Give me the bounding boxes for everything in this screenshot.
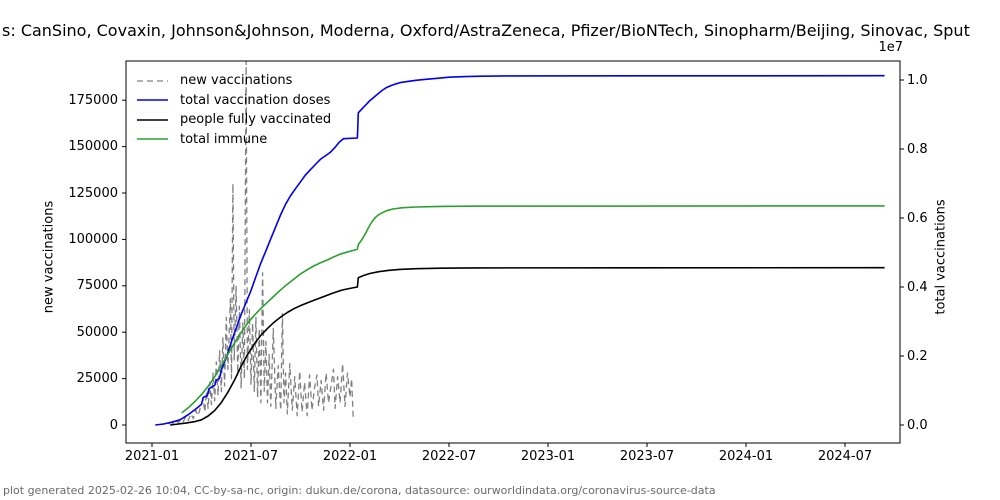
right-y-tick-label: 0.4 [907, 279, 928, 295]
x-tick-label: 2023-01 [520, 449, 576, 464]
legend-row: total immune [137, 130, 331, 150]
left-y-tick-label: 75000 [76, 278, 118, 294]
right-y-tick-label: 0.6 [907, 210, 928, 226]
left-y-tick-label: 0 [109, 417, 118, 433]
axes-border [125, 60, 901, 444]
x-tick-label: 2021-07 [223, 449, 279, 464]
x-tick-label: 2024-07 [817, 449, 873, 464]
left-y-tick-label: 150000 [68, 139, 118, 155]
left-y-tick-label: 50000 [76, 324, 118, 340]
legend: new vaccinations total vaccination doses p… [137, 71, 331, 149]
x-tick-label: 2022-01 [322, 449, 378, 464]
right-axis-offset-label: 1e7 [878, 40, 903, 55]
left-y-tick-label: 25000 [76, 371, 118, 387]
data-series [155, 60, 885, 426]
left-y-tick-label: 125000 [68, 185, 118, 201]
chart-title: s: CanSino, Covaxin, Johnson&Johnson, Mo… [2, 21, 970, 40]
legend-row: total vaccination doses [137, 91, 331, 111]
legend-line-sample [137, 80, 168, 82]
legend-line-sample [137, 138, 168, 141]
legend-label: people fully vaccinated [180, 112, 332, 128]
x-tick-label: 2023-07 [619, 449, 675, 464]
legend-label: new vaccinations [180, 73, 293, 89]
legend-label: total immune [180, 131, 268, 147]
axis-ticks [122, 79, 904, 447]
attribution-footer: plot generated 2025-02-26 10:04, CC-by-s… [3, 484, 716, 497]
legend-row: new vaccinations [137, 71, 331, 91]
right-y-tick-label: 0.0 [907, 417, 928, 433]
series-line-total-immune [181, 205, 885, 414]
x-tick-label: 2022-07 [421, 449, 477, 464]
legend-label: total vaccination doses [180, 92, 331, 108]
right-y-tick-label: 0.2 [907, 348, 928, 364]
right-y-tick-label: 1.0 [907, 72, 928, 88]
legend-line-sample [137, 99, 168, 102]
series-line-people-fully-vaccinated [170, 266, 885, 426]
right-y-tick-label: 0.8 [907, 141, 928, 157]
left-y-tick-label: 100000 [68, 231, 118, 247]
left-y-tick-label: 175000 [68, 92, 118, 108]
left-axis-title: new vaccinations [41, 200, 57, 314]
legend-row: people fully vaccinated [137, 110, 331, 130]
legend-line-sample [137, 118, 168, 121]
series-line-new-vaccinations [168, 60, 354, 425]
series-line-total-vaccination-doses [155, 74, 885, 426]
x-tick-label: 2021-01 [124, 449, 180, 464]
x-tick-label: 2024-01 [718, 449, 774, 464]
